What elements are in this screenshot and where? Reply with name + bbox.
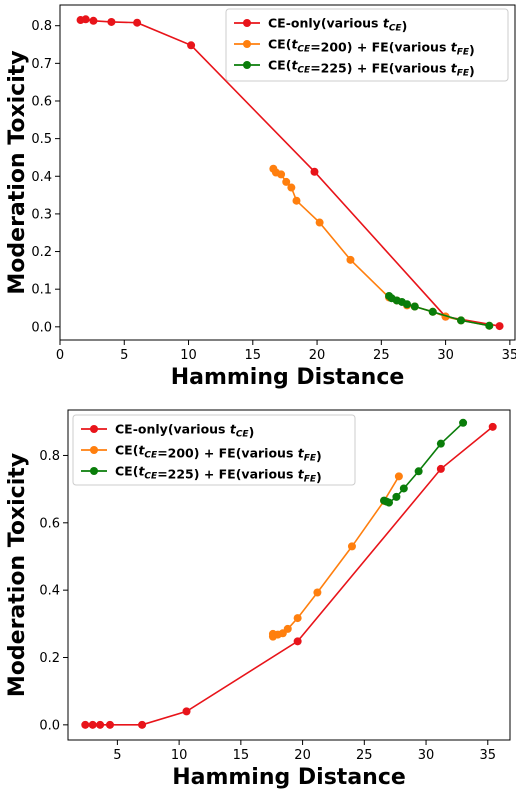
legend-swatch-marker (243, 40, 251, 48)
data-point (428, 307, 437, 316)
chart-panel-1: 0 5 10 15 20 25 30 35 0.0 0.1 0.2 0.3 0.4 0.5 0.6 0.7 0.… (5, 4, 516, 390)
data-point (436, 464, 445, 473)
y-tick-label: 0.0 (39, 718, 60, 733)
data-point (96, 720, 105, 729)
legend-box (72, 414, 356, 486)
y-axis-label: Moderation Toxicity (5, 453, 30, 697)
y-tick-label: 0.2 (39, 651, 60, 666)
data-point (457, 316, 466, 325)
y-tick-label: 0.0 (31, 320, 52, 335)
legend-swatch-marker (90, 425, 98, 433)
y-tick-label: 0.6 (39, 516, 60, 531)
data-point (495, 322, 504, 331)
data-point (347, 542, 356, 551)
x-tick-label: 5 (113, 748, 121, 763)
x-tick-label: 35 (480, 748, 497, 763)
y-tick-label: 0.3 (31, 207, 52, 222)
y-tick-label: 0.2 (31, 245, 52, 260)
plot-frame (59, 4, 516, 341)
y-tick-label: 0.6 (31, 94, 52, 109)
legend-entry-3: CE(tCE=225) + FE(various tFE) (268, 58, 475, 79)
x-tick-label: 0 (56, 348, 64, 363)
data-point (385, 498, 394, 507)
x-tick-label: 35 (502, 348, 516, 363)
data-point (293, 614, 302, 623)
data-point (81, 15, 90, 24)
data-point (105, 720, 114, 729)
data-point (107, 17, 116, 26)
legend: CE-only(various tCE) CE(tCE=200) + FE(var… (72, 414, 356, 486)
data-point (81, 720, 90, 729)
y-tick-label: 0.8 (31, 19, 52, 34)
data-point (187, 41, 196, 50)
data-point (485, 321, 494, 330)
legend: CE-only(various tCE) CE(tCE=200) + FE(var… (225, 8, 509, 82)
x-tick-label: 25 (356, 748, 373, 763)
legend-entry-2: CE(tCE=200) + FE(various tFE) (115, 443, 322, 464)
data-point (488, 422, 497, 431)
data-point (392, 492, 401, 501)
x-tick-label: 20 (294, 748, 311, 763)
series-line-2 (272, 475, 400, 637)
data-point (394, 472, 403, 481)
legend-swatch-marker (90, 446, 98, 454)
data-point (182, 707, 191, 716)
legend-box (225, 8, 509, 82)
x-tick-label: 15 (233, 748, 250, 763)
x-tick-label: 20 (309, 348, 326, 363)
data-point (399, 484, 408, 493)
data-point (414, 467, 423, 476)
data-point (89, 16, 98, 25)
y-tick-label: 0.4 (39, 584, 60, 599)
data-point (310, 167, 319, 176)
data-point (133, 18, 142, 27)
x-tick-label: 25 (373, 348, 390, 363)
y-tick-label: 0.8 (39, 449, 60, 464)
x-axis-label: Hamming Distance (172, 765, 406, 789)
chart-panel-2: 5 10 15 20 25 30 35 0.0 0.2 0.4 0.6 0.8 Hamming Dist… (5, 409, 511, 789)
y-axis-label: Moderation Toxicity (5, 50, 30, 294)
legend-swatch-marker (243, 19, 251, 27)
data-point (315, 218, 324, 227)
y-tick-label: 0.5 (31, 132, 52, 147)
x-tick-label: 10 (171, 748, 188, 763)
y-tick-label: 0.4 (31, 170, 52, 185)
legend-swatch-marker (243, 61, 251, 69)
data-point (283, 624, 292, 633)
legend-entry-1: CE-only(various tCE) (115, 422, 254, 440)
x-tick-label: 5 (120, 348, 128, 363)
x-tick-label: 30 (418, 748, 435, 763)
data-point (282, 177, 291, 186)
y-tick-label: 0.1 (31, 283, 52, 298)
data-point (138, 720, 147, 729)
legend-entry-2: CE(tCE=200) + FE(various tFE) (268, 37, 475, 58)
x-axis-label: Hamming Distance (171, 365, 405, 390)
data-point (88, 720, 97, 729)
data-point (293, 637, 302, 646)
data-point (346, 255, 355, 264)
data-point (313, 588, 322, 597)
plot-frame (67, 409, 511, 741)
data-point (403, 300, 412, 309)
legend-entry-1: CE-only(various tCE) (268, 16, 407, 34)
x-tick-label: 15 (245, 348, 262, 363)
data-point (292, 196, 301, 205)
x-tick-label: 10 (180, 348, 197, 363)
data-point (436, 439, 445, 448)
data-point (410, 302, 419, 311)
data-point (287, 183, 296, 192)
legend-swatch-marker (90, 467, 98, 475)
data-point (459, 418, 468, 427)
data-point (277, 170, 286, 179)
x-tick-label: 30 (437, 348, 454, 363)
legend-entry-3: CE(tCE=225) + FE(various tFE) (115, 464, 322, 485)
y-tick-label: 0.7 (31, 57, 52, 72)
series-line-2 (272, 168, 490, 327)
